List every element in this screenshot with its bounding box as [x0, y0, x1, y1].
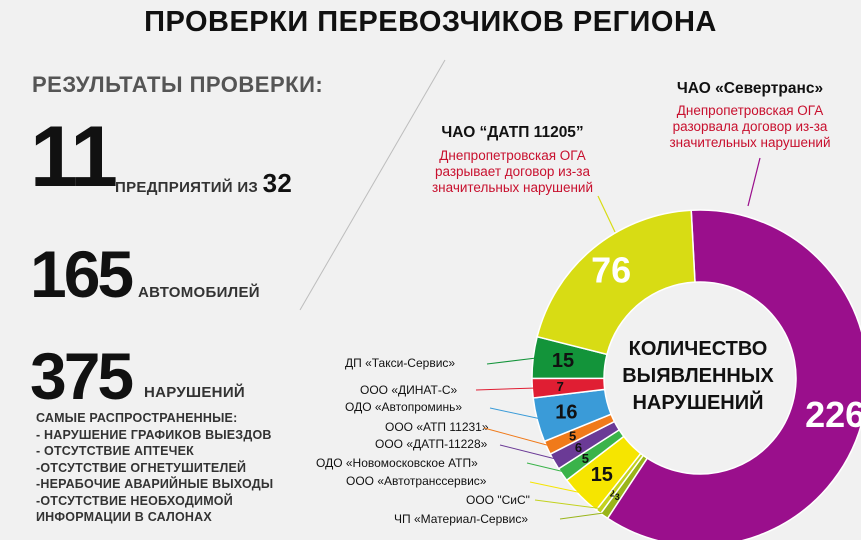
common-item: - ОТСУТСТВИЕ АПТЕЧЕК: [36, 444, 195, 458]
callout-pointer-severtrans: [747, 157, 761, 207]
donut-slice-label: 2: [610, 488, 615, 498]
vehicles-label: АВТОМОБИЛЕЙ: [138, 284, 260, 301]
center-title-line: ВЫЯВЛЕННЫХ: [622, 365, 774, 387]
violations-stat: 375: [30, 338, 134, 414]
legend-label-datp-11228: ООО «ДАТП-11228»: [375, 437, 488, 451]
donut-slice-label: 7: [557, 379, 564, 394]
companies-stat: 11: [30, 108, 118, 207]
leader-line: [559, 512, 607, 520]
donut-slice: [536, 209, 696, 356]
donut-slice-label: 3: [615, 492, 620, 502]
legend-label-avtoprommin: ОДО «Автопроминь»: [345, 400, 463, 414]
note-line: разрывает договор из-за: [434, 164, 591, 179]
common-item: -ОТСУТСТВИЕ НЕОБХОДИМОЙ: [36, 493, 233, 508]
legend-label-novomoskovsk-atp: ОДО «Новомосковское АТП»: [316, 456, 478, 470]
vehicles-stat: 165: [30, 236, 134, 312]
callout-datp-name: ЧАО “ДАТП 11205”: [441, 124, 584, 141]
center-title-line: КОЛИЧЕСТВО: [628, 338, 768, 360]
note-line: Днепропетровская ОГА: [439, 148, 586, 163]
callout-datp: ЧАО “ДАТП 11205” Днепропетровская ОГА ра…: [405, 124, 620, 196]
donut-slice-label: 6: [575, 440, 582, 455]
leader-line: [529, 481, 584, 494]
note-line: Днепропетровская ОГА: [676, 103, 824, 118]
center-title-line: НАРУШЕНИЙ: [632, 392, 764, 414]
leader-line: [483, 427, 551, 447]
donut-slice-label: 226: [805, 394, 861, 435]
callout-pointer-datp: [597, 195, 616, 233]
common-violations-list: САМЫЕ РАСПРОСТРАНЕННЫЕ: - НАРУШЕНИЕ ГРАФ…: [36, 410, 273, 526]
leader-line: [489, 407, 542, 420]
violations-number: 375: [30, 339, 134, 413]
callout-severtrans: ЧАО «Севертранс» Днепропетровская ОГА ра…: [640, 80, 860, 151]
companies-label: ПРЕДПРИЯТИЙ ИЗ: [115, 179, 259, 196]
legend-label-dinat-s: ООО «ДИНАТ-С»: [360, 383, 458, 397]
donut-slice-label: 15: [591, 464, 613, 486]
callout-severtrans-name: ЧАО «Севертранс»: [676, 80, 824, 97]
common-item: -ОТСУТСТВИЕ ОГНЕТУШИТЕЛЕЙ: [36, 460, 247, 475]
chart-center-title: КОЛИЧЕСТВО ВЫЯВЛЕННЫХ НАРУШЕНИЙ: [598, 336, 798, 417]
note-line: значительных нарушений: [669, 135, 831, 150]
leader-line: [534, 499, 601, 510]
common-item: -НЕРАБОЧИЕ АВАРИЙНЫЕ ВЫХОДЫ: [36, 477, 274, 491]
leader-line: [475, 387, 537, 391]
legend-label-sis: ООО "СиС": [466, 493, 530, 507]
companies-total: 32: [262, 168, 293, 198]
legend-label-atp-11231: ООО «АТП 11231»: [385, 420, 489, 434]
companies-number: 11: [30, 109, 118, 205]
results-heading: РЕЗУЛЬТАТЫ ПРОВЕРКИ:: [32, 72, 324, 97]
legend-label-avtotransservice: ООО «Автотранссервис»: [346, 474, 487, 488]
leader-line: [499, 444, 558, 461]
page-title: ПРОВЕРКИ ПЕРЕВОЗЧИКОВ РЕГИОНА: [144, 6, 717, 38]
leader-line: [526, 462, 566, 473]
common-heading: САМЫЕ РАСПРОСТРАНЕННЫЕ:: [36, 411, 238, 425]
vehicles-number: 165: [30, 237, 134, 311]
violations-label: НАРУШЕНИЙ: [144, 384, 245, 401]
common-item: - НАРУШЕНИЕ ГРАФИКОВ ВЫЕЗДОВ: [36, 427, 272, 442]
callout-severtrans-note: Днепропетровская ОГА разорвала договор и…: [640, 103, 860, 151]
donut-slice-label: 76: [591, 249, 631, 290]
donut-slice-label: 16: [555, 402, 577, 424]
note-line: значительных нарушений: [431, 180, 594, 195]
legend-label-material-service: ЧП «Материал-Сервис»: [394, 512, 529, 526]
companies-label-row: ПРЕДПРИЯТИЙ ИЗ 32: [115, 168, 292, 199]
donut-slice-label: 5: [582, 451, 589, 466]
common-item: ИНФОРМАЦИИ В САЛОНАХ: [36, 510, 212, 524]
leader-line: [486, 357, 538, 365]
donut-slice-label: 5: [569, 429, 576, 444]
legend-label-taxi-service: ДП «Такси-Сервис»: [345, 356, 456, 370]
donut-slice-label: 15: [552, 350, 574, 372]
callout-datp-note: Днепропетровская ОГА разрывает договор и…: [405, 148, 620, 196]
donut-slice: [606, 209, 861, 540]
note-line: разорвала договор из-за: [672, 119, 828, 134]
